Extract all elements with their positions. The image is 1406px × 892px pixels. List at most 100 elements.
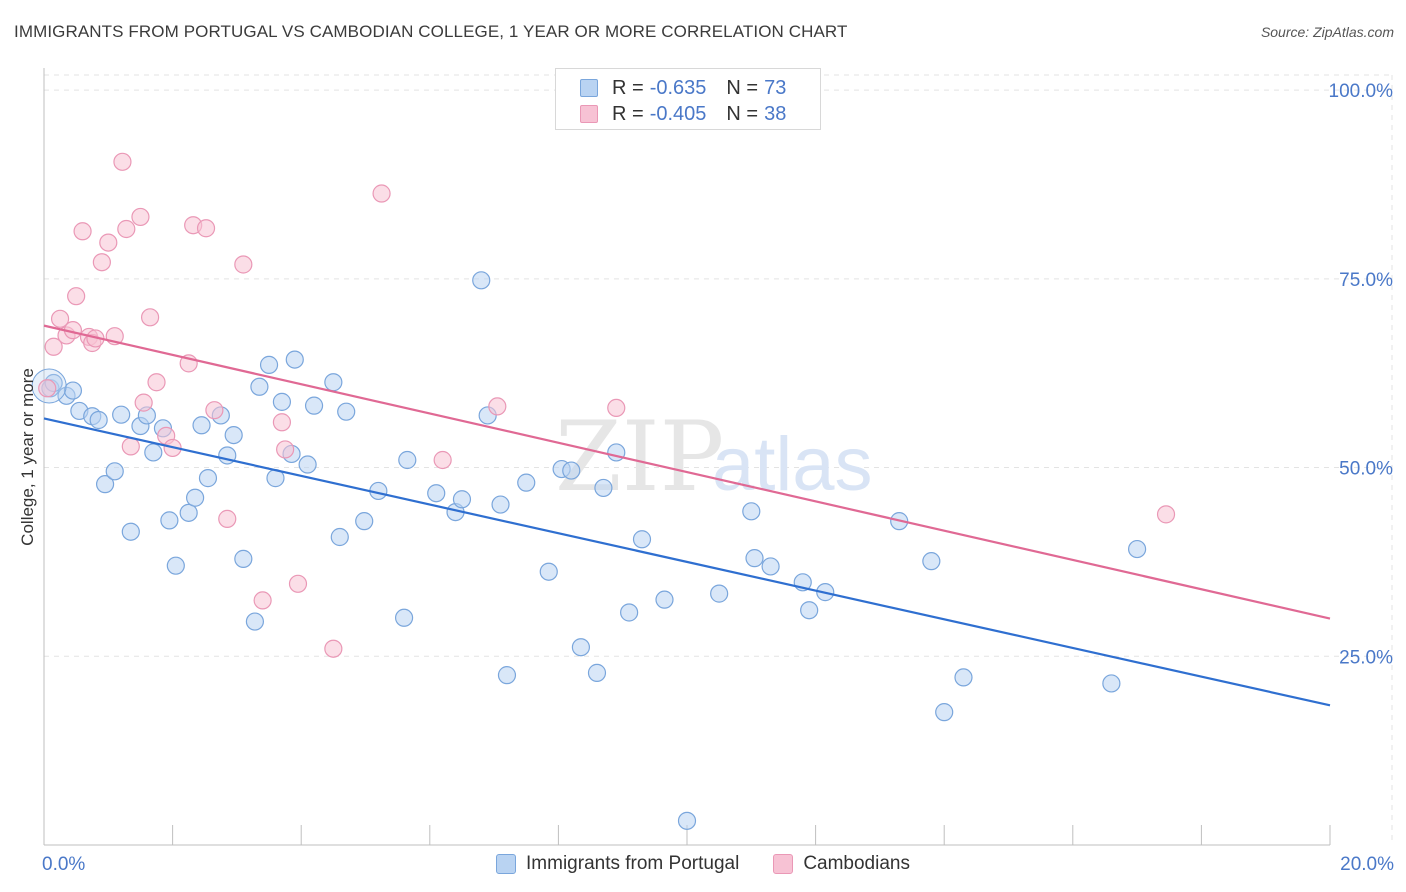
cambodian-point — [253, 591, 272, 610]
tick-labels: 25.0% 50.0% 75.0% 100.0% 0.0% 20.0% — [42, 81, 1394, 875]
portugal-point — [355, 512, 374, 531]
portugal-point — [89, 410, 108, 430]
cambodian-point — [218, 509, 237, 528]
y-tick-label: 100.0% — [1329, 81, 1394, 102]
portugal-point — [398, 450, 417, 470]
portugal-point — [594, 478, 613, 498]
y-tick-label: 25.0% — [1339, 647, 1393, 668]
cambodian-point — [324, 639, 343, 658]
series-legend-label: Cambodians — [803, 853, 910, 874]
cambodian-point — [1156, 505, 1176, 524]
portugal-point — [160, 511, 179, 530]
legend-r-value: -0.635 — [649, 76, 707, 99]
legend-n-label: N = — [726, 76, 759, 99]
cambodian-point — [44, 337, 63, 356]
series-legend-item-cambodian[interactable]: Cambodians — [773, 853, 910, 875]
portugal-point — [571, 638, 591, 657]
cambodian-point — [38, 379, 57, 398]
portugal-point — [935, 703, 954, 722]
portugal-point — [179, 503, 198, 522]
watermark-atlas: atlas — [712, 422, 873, 507]
cambodian-point — [92, 253, 111, 272]
cambodian-point — [134, 393, 153, 412]
y-tick-label: 75.0% — [1339, 270, 1393, 291]
portugal-point — [632, 530, 652, 549]
watermark: ZIP atlas — [555, 401, 873, 513]
portugal-point — [761, 557, 780, 576]
cambodian-point — [205, 401, 224, 420]
portugal-point — [710, 584, 729, 603]
legend-r-label: R = — [612, 102, 644, 125]
cambodian-point — [234, 255, 253, 274]
portugal-point — [272, 392, 292, 411]
portugal-point — [245, 612, 265, 631]
watermark-zip: ZIP — [555, 401, 724, 513]
legend-r-value: -0.405 — [649, 102, 707, 125]
portugal-point — [298, 455, 317, 474]
portugal-point — [95, 475, 115, 494]
portugal-point — [517, 473, 536, 492]
portugal-point — [620, 603, 639, 622]
series-portugal-points — [31, 271, 1147, 830]
series-legend-swatch-cambodian — [773, 854, 794, 874]
portugal-point — [192, 416, 211, 435]
portugal-point — [491, 495, 510, 514]
y-axis-label: College, 1 year or more — [18, 368, 37, 546]
portugal-point — [539, 562, 558, 581]
portugal-point — [742, 502, 761, 521]
legend-n-label: N = — [726, 102, 759, 125]
cambodian-point — [131, 207, 150, 227]
portugal-point — [198, 469, 218, 488]
portugal-point — [1102, 674, 1121, 693]
x-tick-label: 0.0% — [42, 854, 85, 875]
x-tick-label: 20.0% — [1340, 854, 1394, 875]
portugal-point — [800, 601, 819, 620]
series-legend: Immigrants from Portugal Cambodians — [0, 851, 1406, 877]
portugal-point — [394, 608, 414, 627]
cambodian-point — [276, 440, 295, 459]
portugal-point — [285, 350, 304, 369]
portugal-point — [112, 405, 131, 424]
cambodian-point — [288, 574, 308, 593]
portugal-point — [337, 402, 356, 421]
portugal-point — [472, 271, 491, 290]
portugal-point — [234, 549, 253, 568]
portugal-point — [452, 490, 472, 509]
portugal-point — [655, 590, 674, 609]
series-legend-item-portugal[interactable]: Immigrants from Portugal — [496, 853, 739, 875]
cambodian-trend-line — [43, 324, 1331, 620]
cambodian-point — [73, 222, 92, 241]
cambodian-point — [140, 308, 160, 327]
portugal-point — [166, 556, 185, 575]
cambodian-point — [196, 219, 216, 238]
portugal-point — [954, 668, 973, 687]
portugal-point — [105, 462, 124, 481]
cambodian-point — [607, 398, 626, 418]
cambodian-point — [117, 219, 136, 239]
portugal-point — [324, 373, 343, 392]
portugal-point — [330, 527, 349, 547]
chart-source: Source: ZipAtlas.com — [1260, 24, 1394, 40]
portugal-point — [259, 355, 279, 374]
portugal-point — [922, 552, 941, 571]
cambodian-point — [372, 184, 391, 203]
portugal-point — [250, 377, 269, 396]
portugal-trend-line — [43, 417, 1331, 707]
portugal-point — [497, 666, 517, 685]
portugal-point — [1127, 539, 1147, 559]
portugal-point — [186, 488, 205, 507]
portugal-point — [677, 811, 697, 830]
cambodian-point — [113, 152, 132, 171]
portugal-point — [587, 663, 607, 682]
cambodian-point — [147, 373, 166, 392]
chart-title: IMMIGRANTS FROM PORTUGAL VS CAMBODIAN CO… — [14, 22, 848, 41]
portugal-point — [427, 484, 446, 503]
cambodian-point — [67, 287, 86, 306]
portugal-point — [63, 381, 83, 400]
portugal-point — [224, 425, 243, 445]
cambodian-point — [50, 309, 70, 328]
legend-swatch-portugal — [580, 79, 598, 97]
cambodian-point — [272, 413, 292, 432]
axes — [43, 68, 1331, 846]
